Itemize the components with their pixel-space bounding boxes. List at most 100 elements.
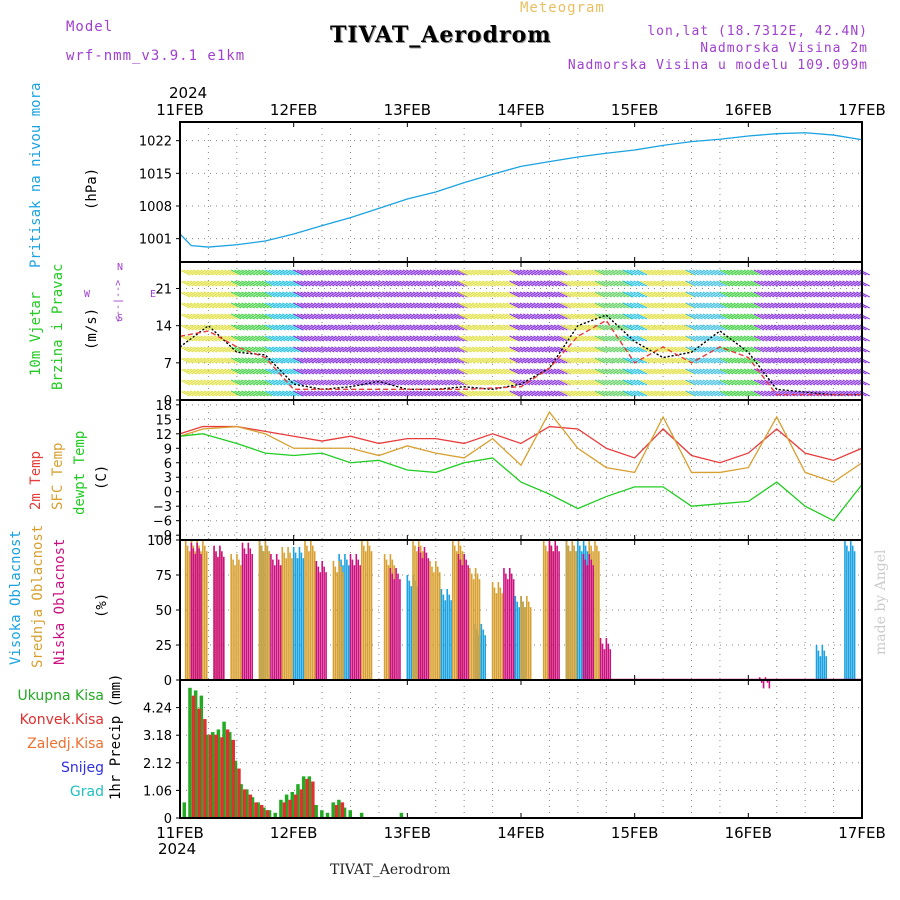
wind-barb (488, 335, 500, 342)
wind-barb (416, 302, 427, 309)
wind-barb (502, 379, 514, 386)
wind-barb (740, 269, 751, 276)
wind-barb (750, 357, 761, 364)
wind-barb (375, 368, 386, 375)
wind-barb (746, 302, 758, 309)
wind-barb (186, 302, 198, 309)
y-tick-label: 3.18 (143, 729, 172, 744)
wind-barb (663, 379, 675, 386)
precip-bar (220, 737, 224, 818)
wind-barb (594, 368, 606, 375)
wind-barb (845, 302, 857, 309)
wind-barb (709, 368, 720, 375)
wind-barb (764, 291, 775, 298)
wind-barb (832, 346, 843, 353)
precip-bar (250, 797, 255, 818)
wind-barb (784, 379, 795, 386)
wind-barb (567, 335, 578, 342)
wind-barb (495, 313, 507, 320)
wind-barb (611, 368, 623, 375)
wind-barb (560, 280, 572, 287)
wind-barb (416, 291, 427, 298)
wind-barb (825, 357, 836, 364)
wind-barb (794, 313, 806, 320)
wind-barb (845, 390, 857, 397)
wind-barb (227, 324, 238, 331)
wind-barb (505, 390, 517, 397)
wind-barb (492, 357, 503, 364)
wind-barb (594, 313, 606, 320)
wind-barb (505, 357, 517, 364)
wind-barb (224, 291, 235, 298)
wind-barb (646, 379, 658, 386)
wind-barb (324, 335, 335, 342)
wind-barb (317, 368, 328, 375)
wind-barb (416, 335, 427, 342)
wind-barb (207, 379, 218, 386)
wind-barb (395, 346, 407, 353)
wind-barb (623, 368, 634, 375)
wind-barb (842, 368, 853, 375)
wind-barb (643, 269, 654, 276)
wind-barb (753, 313, 765, 320)
wind-barb (217, 302, 228, 309)
wind-barb (468, 357, 479, 364)
wind-barb (640, 291, 651, 298)
precip-bar (199, 695, 204, 818)
wind-barb (307, 291, 318, 298)
wind-barb (244, 302, 256, 309)
wind-barb (670, 313, 682, 320)
wind-barb (657, 269, 668, 276)
wind-barb (784, 357, 795, 364)
wind-barb (258, 291, 269, 298)
wind-barb (653, 335, 665, 342)
wind-barb (546, 269, 558, 276)
wind-barb (440, 346, 451, 353)
wind-barb (577, 368, 589, 375)
wind-barb (330, 324, 342, 331)
wind-barb (300, 390, 311, 397)
wind-barb (529, 324, 541, 331)
wind-barb (777, 368, 789, 375)
wind-barb (709, 280, 720, 287)
wind-barb (540, 346, 551, 353)
wind-barb (453, 269, 465, 276)
wind-barb (529, 368, 541, 375)
wind-barb (361, 346, 373, 353)
wind-barb (757, 324, 768, 331)
wind-barb (186, 390, 198, 397)
wind-barb (334, 324, 345, 331)
wind-barb (594, 357, 606, 364)
wind-barb (798, 291, 809, 298)
wind-barb (685, 346, 697, 353)
wind-barb (760, 390, 772, 397)
wind-barb (681, 291, 692, 298)
wind-barb (716, 324, 727, 331)
wind-barb (268, 324, 279, 331)
wind-barb (313, 291, 325, 298)
wind-barb (224, 324, 235, 331)
wind-barb (581, 280, 592, 287)
precip-bar (182, 802, 187, 818)
wind-barb (567, 368, 578, 375)
wind-barb (723, 335, 734, 342)
wind-barb (767, 280, 778, 287)
wind-barb (808, 313, 819, 320)
wind-barb (351, 379, 362, 386)
wind-barb (615, 368, 626, 375)
wind-barb (300, 368, 311, 375)
wind-barb (388, 313, 400, 320)
wind-barb (557, 357, 568, 364)
wind-barb (409, 335, 420, 342)
wind-barb (282, 291, 293, 298)
wind-barb (699, 368, 710, 375)
wind-barb (241, 291, 252, 298)
wind-barb (574, 335, 585, 342)
wind-barb (818, 324, 830, 331)
wind-barb (307, 357, 318, 364)
wind-barb (804, 335, 816, 342)
wind-barb (468, 291, 479, 298)
wind-barb (629, 357, 641, 364)
wind-barb (811, 346, 823, 353)
x-tick-label-bottom: 12FEB (270, 824, 317, 842)
